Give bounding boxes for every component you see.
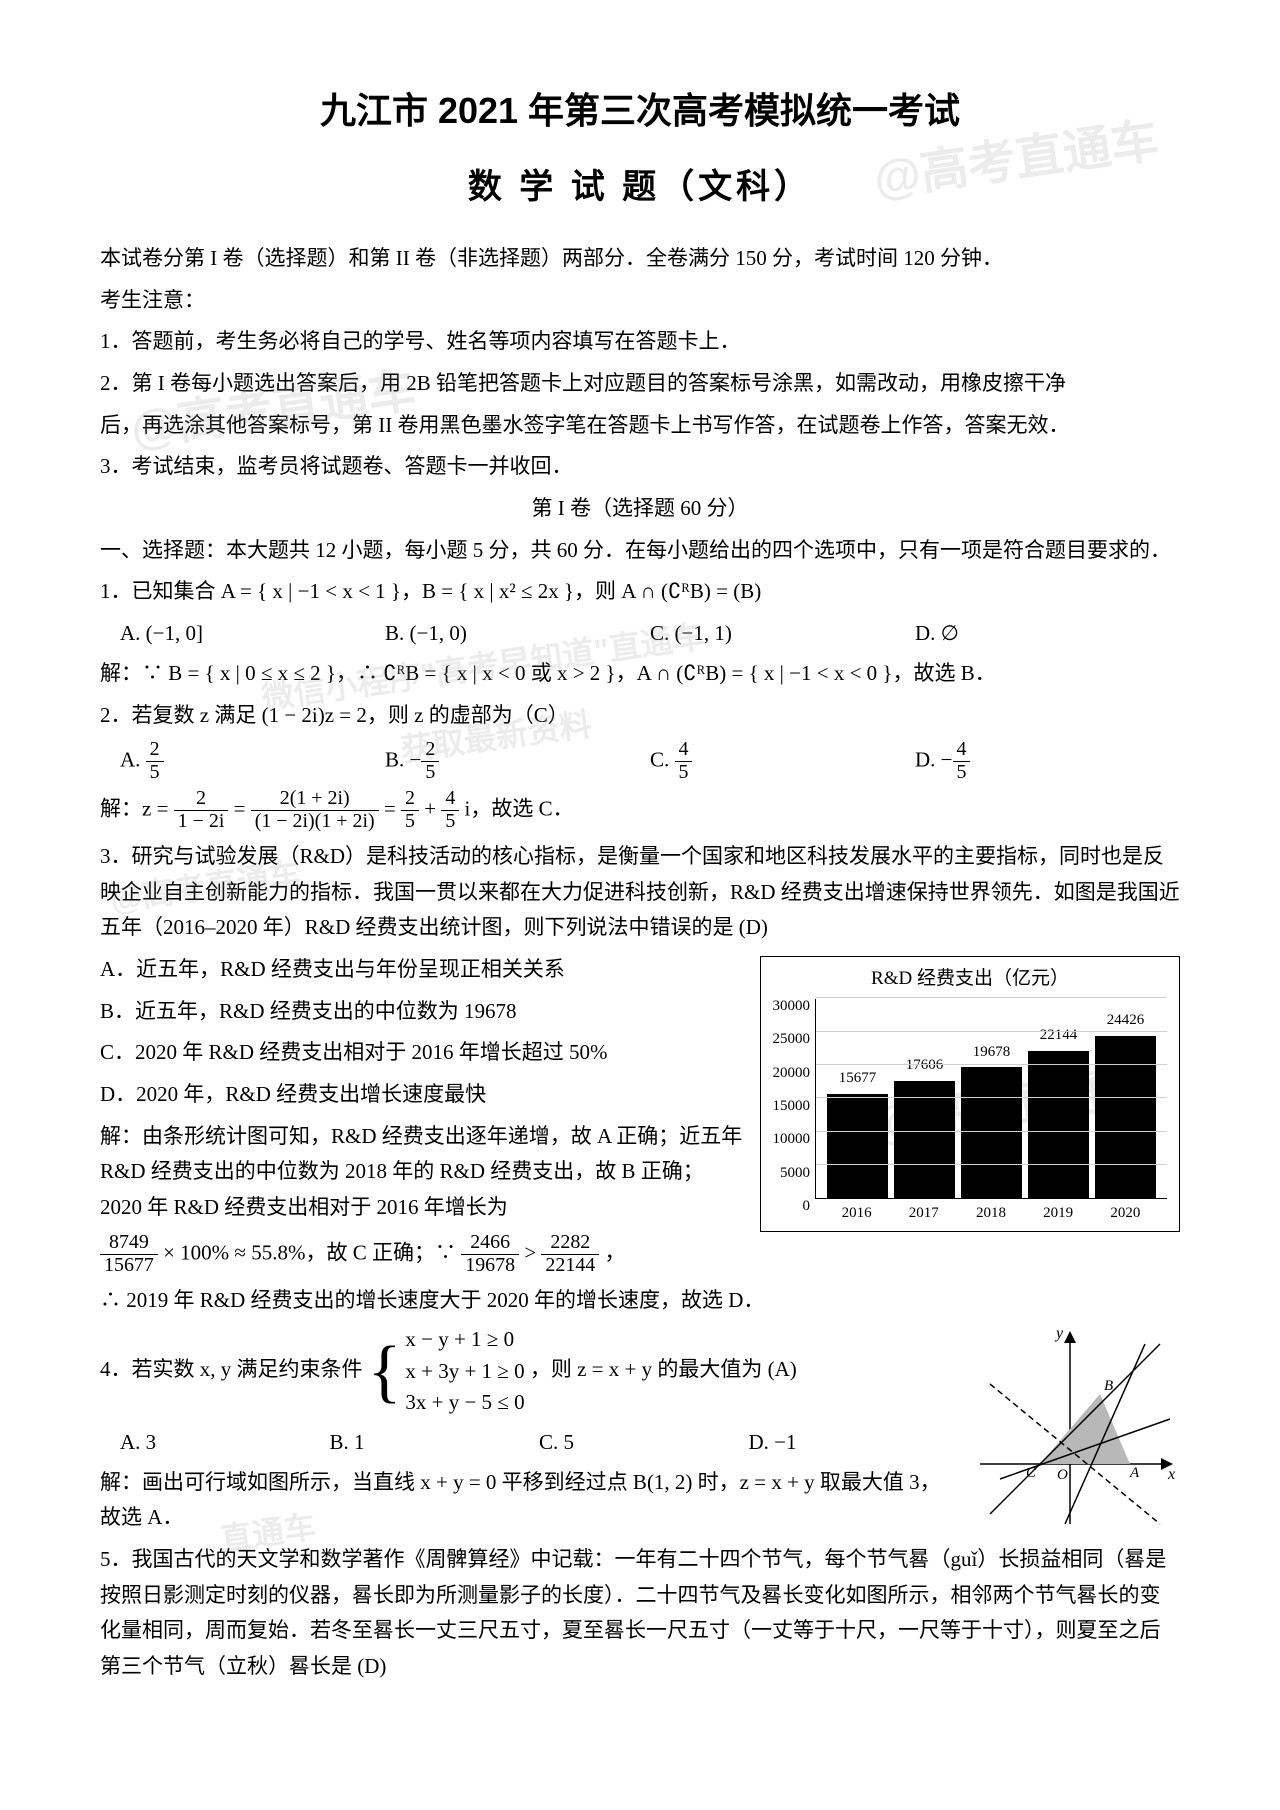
question-3: 3．研究与试验发展（R&D）是科技活动的核心指标，是衡量一个国家和地区科技发展水… <box>100 839 1180 946</box>
chart-bar: 22144 <box>1028 1023 1088 1198</box>
q3-solution-frac: 874915677 × 100% ≈ 55.8%，故 C 正确；∵ 246619… <box>100 1232 1180 1277</box>
q1-solution: 解：∵ B = { x | 0 ≤ x ≤ 2 }，∴ ∁ᴿB = { x | … <box>100 656 1180 692</box>
point-a-label: A <box>1129 1465 1140 1481</box>
axis-x-label: x <box>1167 1466 1175 1483</box>
question-5: 5．我国古代的天文学和数学著作《周髀算经》中记载：一年有二十四个节气，每个节气晷… <box>100 1542 1180 1685</box>
q4-options: A. 3 B. 1 C. 5 D. −1 <box>120 1425 958 1461</box>
notice-2b: 后，再选涂其他答案标号，第 II 卷用黑色墨水签字笔在答题卡上书写作答，在试题卷… <box>100 408 1180 444</box>
q2-opt-d: D. −45 <box>915 739 1180 784</box>
chart-area: 1567717606196782214424426 05000100001500… <box>815 999 1167 1199</box>
q1-options: A. (−1, 0] B. (−1, 0) C. (−1, 1) D. ∅ <box>120 616 1180 652</box>
section-1-title: 第 I 卷（选择题 60 分） <box>100 491 1180 527</box>
q2-options: A. 25 B. −25 C. 45 D. −45 <box>120 739 1180 784</box>
point-c-label: C <box>1026 1465 1037 1481</box>
page-subtitle: 数 学 试 题（文科） <box>100 159 1180 217</box>
q2-opt-a: A. 25 <box>120 739 385 784</box>
feasible-region <box>1040 1394 1130 1464</box>
chart-bar: 15677 <box>827 1066 887 1198</box>
notice-1: 1．答题前，考生务必将自己的学号、姓名等项内容填写在答题卡上． <box>100 324 1180 360</box>
notice-3: 3．考试结束，监考员将试题卷、答题卡一并收回． <box>100 449 1180 485</box>
origin-label: O <box>1057 1467 1068 1483</box>
q2-opt-b: B. −25 <box>385 739 650 784</box>
question-1: 1．已知集合 A = { x | −1 < x < 1 }，B = { x | … <box>100 574 1180 610</box>
q1-opt-d: D. ∅ <box>915 616 1180 652</box>
q4-opt-a: A. 3 <box>120 1425 330 1461</box>
page-title: 九江市 2021 年第三次高考模拟统一考试 <box>100 80 1180 141</box>
q3-solution-2: ∴ 2019 年 R&D 经费支出的增长速度大于 2020 年的增长速度，故选 … <box>100 1283 1180 1319</box>
chart-bar: 17606 <box>894 1053 954 1198</box>
intro-text: 本试卷分第 I 卷（选择题）和第 II 卷（非选择题）两部分．全卷满分 150 … <box>100 241 1180 277</box>
q4-opt-d: D. −1 <box>749 1425 959 1461</box>
q1-opt-a: A. (−1, 0] <box>120 616 385 652</box>
exam-page: @高考直通车 @高考直通车 微信小程序"高考早知道"直通车 获取最新资料 @高考… <box>0 0 1280 1810</box>
chart-title: R&D 经费支出（亿元） <box>769 963 1171 995</box>
feasible-region-diagram: x y O A B C <box>970 1324 1180 1534</box>
rd-chart: R&D 经费支出（亿元） 1567717606196782214424426 0… <box>760 956 1180 1232</box>
notice-head: 考生注意： <box>100 283 1180 319</box>
axis-y-label: y <box>1054 1325 1064 1342</box>
q2-opt-c: C. 45 <box>650 739 915 784</box>
question-2: 2．若复数 z 满足 (1 − 2i)z = 2，则 z 的虚部为（C） <box>100 698 1180 734</box>
chart-bar: 24426 <box>1095 1008 1155 1198</box>
chart-xlabels: 20162017201820192020 <box>815 1199 1167 1227</box>
q4-opt-c: C. 5 <box>539 1425 749 1461</box>
notice-2a: 2．第 I 卷每小题选出答案后，用 2B 铅笔把答题卡上对应题目的答案标号涂黑，… <box>100 366 1180 402</box>
section-1-head: 一、选择题：本大题共 12 小题，每小题 5 分，共 60 分．在每小题给出的四… <box>100 533 1180 569</box>
q2-solution: 解：z = 21 − 2i = 2(1 + 2i)(1 − 2i)(1 + 2i… <box>100 788 1180 833</box>
q4-opt-b: B. 1 <box>330 1425 540 1461</box>
q1-opt-c: C. (−1, 1) <box>650 616 915 652</box>
point-b-label: B <box>1104 1378 1113 1394</box>
q1-opt-b: B. (−1, 0) <box>385 616 650 652</box>
